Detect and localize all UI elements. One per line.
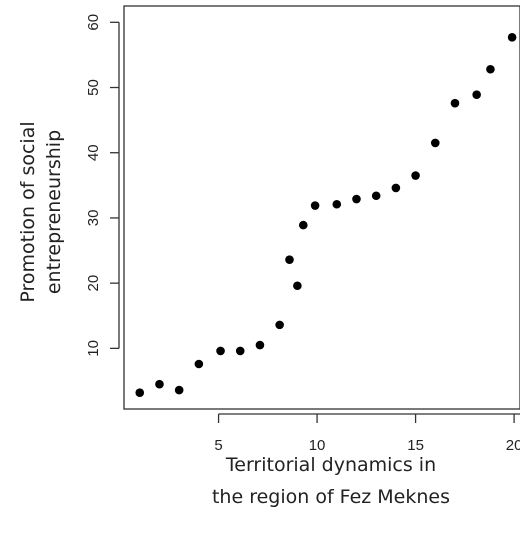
- x-tick-label: 5: [214, 437, 222, 454]
- data-point: [293, 281, 302, 291]
- data-point: [255, 340, 265, 350]
- data-point: [391, 183, 401, 193]
- data-point: [486, 64, 495, 74]
- data-point: [472, 90, 481, 99]
- data-points: [135, 33, 517, 397]
- x-tick-label: 20: [506, 437, 520, 454]
- data-point: [235, 346, 245, 356]
- y-tick-label: 50: [85, 79, 102, 96]
- data-point: [450, 98, 460, 108]
- y-tick-label: 40: [85, 144, 102, 161]
- data-point: [155, 379, 164, 389]
- x-tick-label: 10: [309, 437, 326, 454]
- x-axis-label-line-1: Territorial dynamics in: [225, 454, 436, 476]
- data-point: [285, 255, 294, 264]
- plot-frame: [123, 5, 520, 410]
- y-tick-label: 10: [85, 340, 102, 357]
- x-axis-label-line-2: the region of Fez Meknes: [212, 486, 450, 508]
- data-point: [310, 201, 320, 210]
- y-tick-label: 20: [85, 275, 102, 292]
- data-point: [275, 320, 284, 330]
- data-point: [411, 171, 420, 180]
- y-axis-label-line-2: entrepreneurship: [43, 130, 65, 294]
- y-axis-label-line-1: Promotion of social: [17, 121, 39, 302]
- data-point: [174, 385, 184, 395]
- y-axis: 10 20 30 40 50 60: [85, 14, 120, 357]
- data-point: [507, 33, 517, 42]
- data-point: [430, 138, 440, 148]
- data-point: [371, 191, 381, 201]
- data-point: [194, 359, 204, 369]
- y-tick-label: 30: [85, 210, 102, 227]
- y-tick-label: 60: [85, 14, 102, 31]
- x-axis: 5 10 15 20: [214, 413, 520, 454]
- data-point: [332, 199, 342, 209]
- data-point: [135, 388, 145, 397]
- x-tick-label: 15: [407, 437, 424, 454]
- data-point: [298, 220, 308, 230]
- data-point: [216, 346, 225, 356]
- data-point: [352, 194, 361, 204]
